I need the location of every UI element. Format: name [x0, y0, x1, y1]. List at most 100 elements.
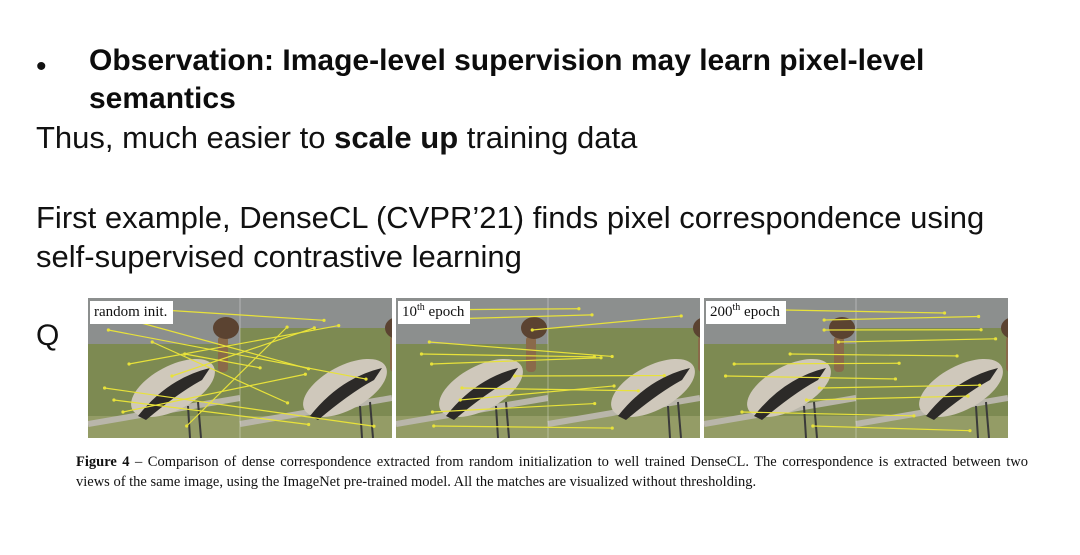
panel-label-number: 10 [402, 304, 417, 320]
caption-label: Figure 4 [76, 454, 130, 470]
duck-leg [197, 401, 202, 438]
panel-200th-epoch: 200th epoch [704, 298, 1008, 438]
match-point [322, 318, 326, 322]
duck-leg [359, 405, 363, 438]
match-point [836, 340, 841, 344]
match-line [790, 353, 958, 357]
match-point [723, 374, 728, 378]
scale-up-suffix: training data [458, 120, 638, 155]
duck-wing [138, 368, 210, 420]
match-point [430, 410, 435, 414]
duck-head [1001, 318, 1008, 338]
panel-label: 200th epoch [706, 301, 786, 324]
match-line [433, 425, 613, 429]
match-line [130, 319, 309, 370]
bullet-symbol: • [36, 50, 47, 83]
match-point [822, 328, 826, 332]
match-point [897, 361, 901, 365]
match-point [610, 354, 614, 359]
match-point [185, 424, 189, 428]
duck-neck [218, 336, 228, 372]
match-point [303, 372, 307, 376]
caption-text: – Comparison of dense correspondence ext… [76, 454, 1029, 490]
match-point [307, 422, 311, 427]
duck-correspondence-image [396, 298, 700, 438]
match-line [104, 387, 375, 427]
match-point [912, 414, 916, 418]
match-point [337, 323, 341, 328]
match-point [612, 384, 616, 388]
duck-shape [747, 317, 855, 438]
duck-shape [303, 318, 392, 438]
match-point [599, 356, 603, 360]
duck-neck [698, 336, 700, 372]
match-point [150, 340, 154, 344]
match-line [734, 362, 900, 365]
match-point [662, 373, 666, 378]
match-line [429, 341, 613, 358]
match-point [740, 410, 744, 414]
match-line [171, 327, 315, 377]
match-point [590, 313, 594, 317]
match-point [121, 410, 125, 414]
match-point [811, 424, 815, 428]
match-point [530, 328, 534, 332]
match-point [893, 377, 898, 381]
duck-wing [926, 368, 998, 420]
panel-random-init: random init. [88, 298, 392, 438]
duck-head [521, 317, 547, 339]
road-background [548, 298, 700, 328]
duck-correspondence-image [88, 298, 392, 438]
match-line [122, 373, 306, 413]
duck-neck [390, 336, 392, 372]
grass-foreground [88, 416, 240, 438]
match-point [127, 362, 131, 366]
match-point [364, 377, 368, 381]
match-point [112, 398, 116, 402]
match-point [804, 398, 809, 402]
match-point [732, 362, 736, 366]
match-point [978, 383, 982, 387]
match-point [817, 386, 821, 390]
match-point [285, 325, 289, 329]
match-point [977, 314, 981, 319]
match-point [106, 328, 110, 332]
road-background [240, 298, 392, 328]
match-point [432, 424, 436, 428]
panel-label: 10th epoch [398, 301, 471, 324]
duck-neck [1006, 336, 1008, 372]
scale-up-bold: scale up [334, 120, 459, 155]
panel-label-sup: th [417, 302, 425, 313]
duck-leg [495, 405, 499, 438]
panel-label-rest: epoch [424, 304, 465, 320]
match-line [824, 315, 979, 321]
match-point [610, 426, 614, 430]
panel-label-rest: epoch [740, 304, 780, 320]
match-point [968, 429, 972, 433]
duck-leg [369, 401, 374, 438]
match-line [741, 411, 914, 417]
q-label: Q [36, 319, 60, 352]
duck-leg [803, 405, 807, 438]
duck-head [829, 317, 855, 339]
duck-leg [985, 401, 990, 438]
match-point [460, 386, 464, 390]
match-line [838, 338, 996, 343]
figure-4: random init. 10th epoch 200th epoch [88, 298, 1008, 438]
duck-leg [813, 401, 818, 438]
grass-foreground [240, 416, 392, 438]
match-point [419, 352, 424, 356]
grass-foreground [704, 416, 856, 438]
match-point [966, 394, 970, 398]
match-point [955, 354, 959, 358]
match-point [285, 401, 290, 405]
match-point [679, 314, 683, 318]
match-point [822, 318, 826, 322]
panel-label: random init. [90, 301, 174, 324]
figure-caption: Figure 4 – Comparison of dense correspon… [76, 452, 1028, 492]
duck-shape [611, 318, 700, 438]
match-line [460, 385, 615, 401]
match-line [186, 326, 288, 427]
match-point [458, 398, 462, 402]
match-line [725, 375, 896, 380]
